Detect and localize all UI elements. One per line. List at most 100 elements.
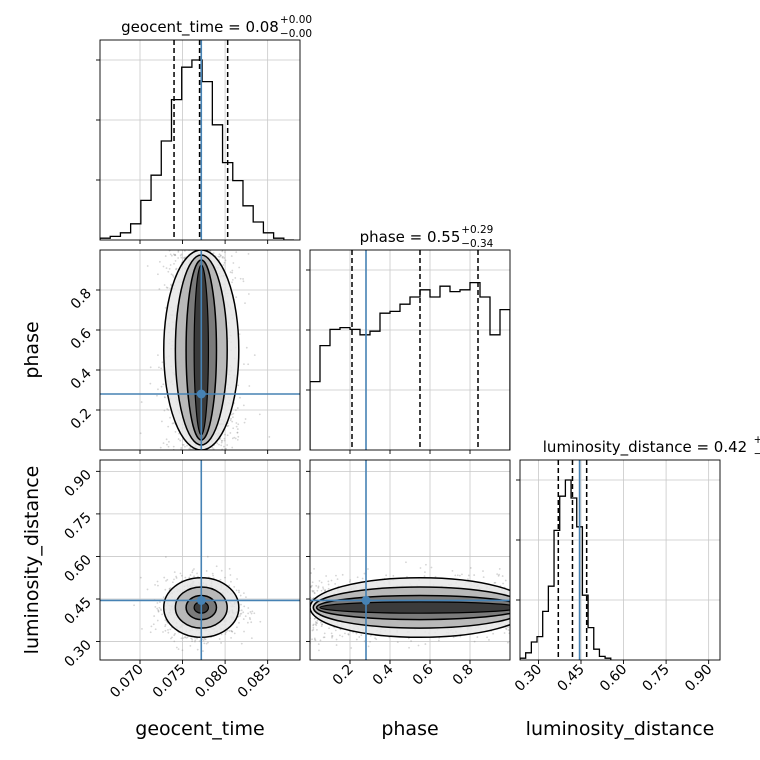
sample-point [237,384,240,387]
hist-grid [310,250,510,450]
sample-point [223,261,226,264]
sample-point [196,648,199,651]
sample-point [156,619,159,622]
sample-point [202,650,204,652]
histogram-luminosity_distance [520,479,612,660]
y-tick-label: 0.2 [68,406,95,433]
panel-frame [519,459,721,661]
sample-point [316,622,318,625]
sample-point [424,571,426,574]
x-tick-label: 0.60 [597,662,630,695]
sample-point [216,442,219,445]
sample-point [318,580,321,582]
sample-point [164,556,167,558]
sample-point [238,589,240,592]
sample-point [247,293,250,295]
sample-point [355,632,358,635]
sample-point [367,645,370,648]
sample-point [140,401,143,403]
sample-point [310,585,312,588]
sample-point [167,631,170,634]
sample-point [168,440,170,443]
sample-point [172,422,175,425]
sample-point [327,587,330,590]
sample-point [184,636,186,639]
sample-point [349,579,352,581]
sample-point [325,575,328,577]
sample-point [228,630,231,632]
sample-point [133,604,135,607]
sample-point [156,394,158,397]
sample-point [235,626,238,629]
sample-point [207,641,209,644]
sample-point [231,630,234,633]
sample-point [218,443,220,446]
sample-point [201,638,204,641]
sample-point [505,628,508,631]
sample-point [496,573,499,576]
sample-point [235,589,238,592]
sample-point [163,576,166,579]
sample-point [417,644,420,647]
sample-point [161,361,164,364]
sample-point [198,640,201,643]
sample-point [169,253,172,256]
histogram-step-luminosity_distance [520,479,612,660]
x-tick-label: 0.6 [410,661,437,688]
sample-point [231,278,234,281]
sample-point [163,284,166,286]
sample-point [330,579,333,582]
sample-point [236,431,239,434]
sample-point [240,609,243,612]
sample-point [437,639,440,642]
sample-point [157,610,160,612]
title-upper-error-luminosity_distance: +0.05 [754,434,760,446]
sample-point [311,629,314,632]
sample-point [177,250,180,253]
sample-point [173,640,176,643]
sample-point [186,636,189,638]
sample-point [240,612,243,615]
sample-point [223,439,226,442]
sample-point [311,584,313,587]
sample-point [235,251,238,254]
sample-point [149,382,152,385]
sample-point [236,407,239,409]
sample-point [315,621,318,624]
sample-point [168,587,171,590]
sample-point [230,636,232,639]
sample-point [158,260,161,263]
sample-point [224,259,227,262]
sample-point [157,354,159,356]
sample-point [493,581,496,584]
y-axis-label-luminosity_distance: luminosity_distance [21,466,43,655]
sample-point [311,638,313,641]
x-tick-label: 0.4 [370,661,397,688]
joint-geocent_time-luminosity_distance [133,555,262,652]
sample-point [246,621,249,624]
sample-point [157,388,159,391]
sample-point [188,576,191,579]
sample-point [320,589,323,592]
sample-point [369,640,371,643]
sample-point [182,257,185,259]
sample-point [229,432,232,434]
sample-point [221,439,223,442]
sample-point [205,570,208,572]
sample-point [234,409,237,412]
sample-point [173,262,175,265]
sample-point [233,586,236,588]
sample-point [196,637,198,640]
sample-point [505,627,507,630]
sample-point [350,647,353,649]
y-tick-label: 0.90 [61,467,94,500]
sample-point [174,260,177,262]
sample-point [212,252,215,255]
sample-point [164,396,166,399]
sample-point [410,640,412,642]
sample-point [220,633,223,636]
sample-point [249,611,252,613]
sample-point [156,580,159,583]
sample-point [218,638,221,640]
sample-point [317,585,320,588]
